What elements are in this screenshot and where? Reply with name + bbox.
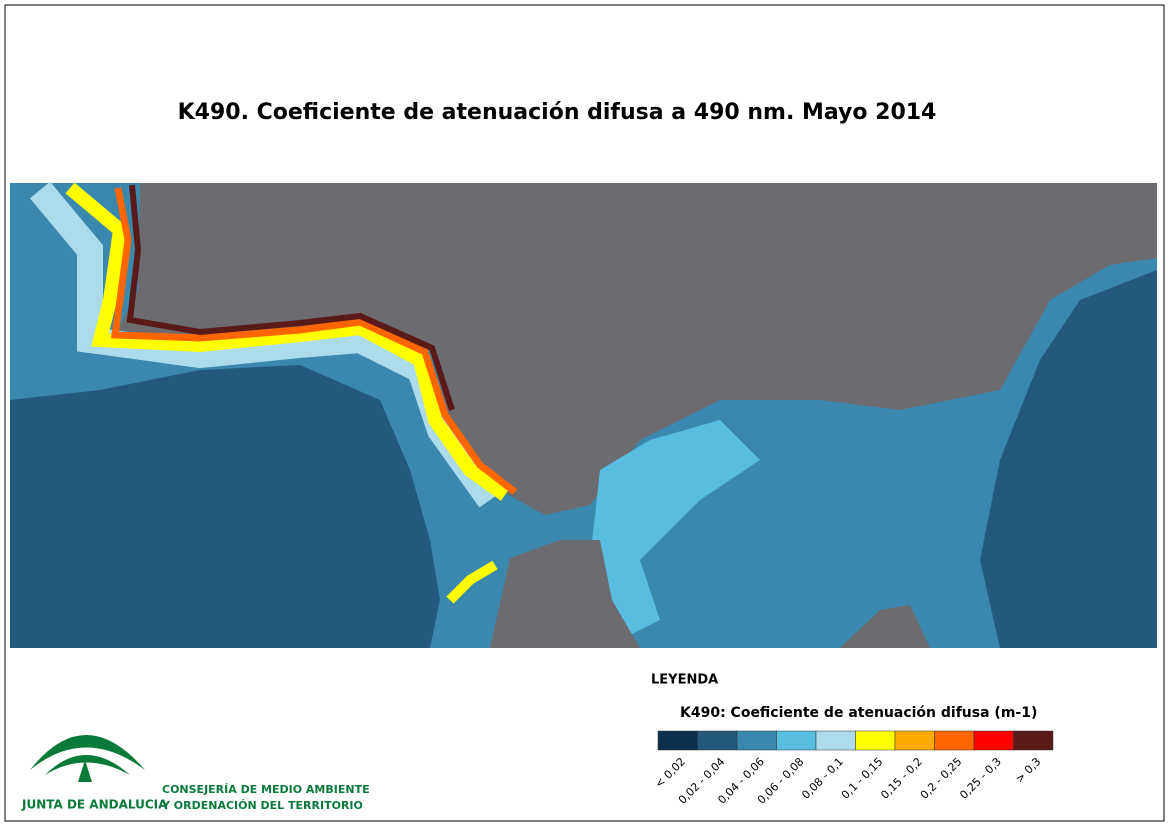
- east-deep: [980, 270, 1157, 648]
- legend-swatch: [973, 730, 1014, 751]
- coast-red: [110, 187, 518, 495]
- legend-swatch: [736, 730, 777, 751]
- alboran: [590, 420, 760, 640]
- legend-label: 0,25 - 0,3: [957, 755, 1004, 802]
- logo: JUNTA DE ANDALUCIA CONSEJERÍA DE MEDIO A…: [21, 735, 370, 812]
- logo-line: CONSEJERÍA DE MEDIO AMBIENTE: [162, 783, 370, 796]
- africa: [490, 540, 640, 648]
- legend-swatch: [1013, 730, 1054, 751]
- legend-swatch: [894, 730, 935, 751]
- legend: < 0,020,02 - 0,040,04 - 0,060,06 - 0,080…: [652, 730, 1054, 807]
- legend-swatch: [934, 730, 975, 751]
- legend-swatch: [815, 730, 856, 751]
- africa-coast: [446, 560, 498, 604]
- legend-label: 0,1 - 0,15: [839, 755, 886, 802]
- legend-heading: LEYENDA: [651, 673, 718, 688]
- africa-east: [840, 605, 930, 648]
- logo-arc: [45, 755, 130, 775]
- legend-swatch: [657, 730, 698, 751]
- legend-label: 0,08 - 0,1: [799, 755, 846, 802]
- map: [10, 181, 1157, 648]
- coast-yellow: [65, 182, 510, 501]
- legend-swatch: [776, 730, 817, 751]
- frame: [4, 4, 1165, 822]
- logo-arc: [30, 735, 145, 770]
- open-ocean: [10, 365, 440, 648]
- legend-label: < 0,02: [652, 755, 688, 791]
- legend-title: K490: Coeficiente de atenuación difusa (…: [680, 705, 1037, 721]
- legend-label: 0,15 - 0,2: [878, 755, 925, 802]
- legend-label: > 0,3: [1013, 755, 1044, 786]
- coast-dark: [126, 184, 455, 411]
- logo-tree: [78, 760, 92, 782]
- logo-line: Y ORDENACIÓN DEL TERRITORIO: [161, 799, 363, 812]
- legend-label: 0,2 - 0,25: [918, 755, 965, 802]
- legend-swatch: [855, 730, 896, 751]
- logo-name: JUNTA DE ANDALUCIA: [21, 798, 168, 812]
- legend-swatch: [697, 730, 738, 751]
- map-title: K490. Coeficiente de atenuación difusa a…: [178, 100, 937, 125]
